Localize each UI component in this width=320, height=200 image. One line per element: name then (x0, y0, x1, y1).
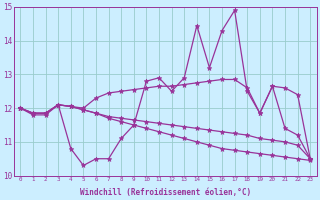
X-axis label: Windchill (Refroidissement éolien,°C): Windchill (Refroidissement éolien,°C) (80, 188, 251, 197)
